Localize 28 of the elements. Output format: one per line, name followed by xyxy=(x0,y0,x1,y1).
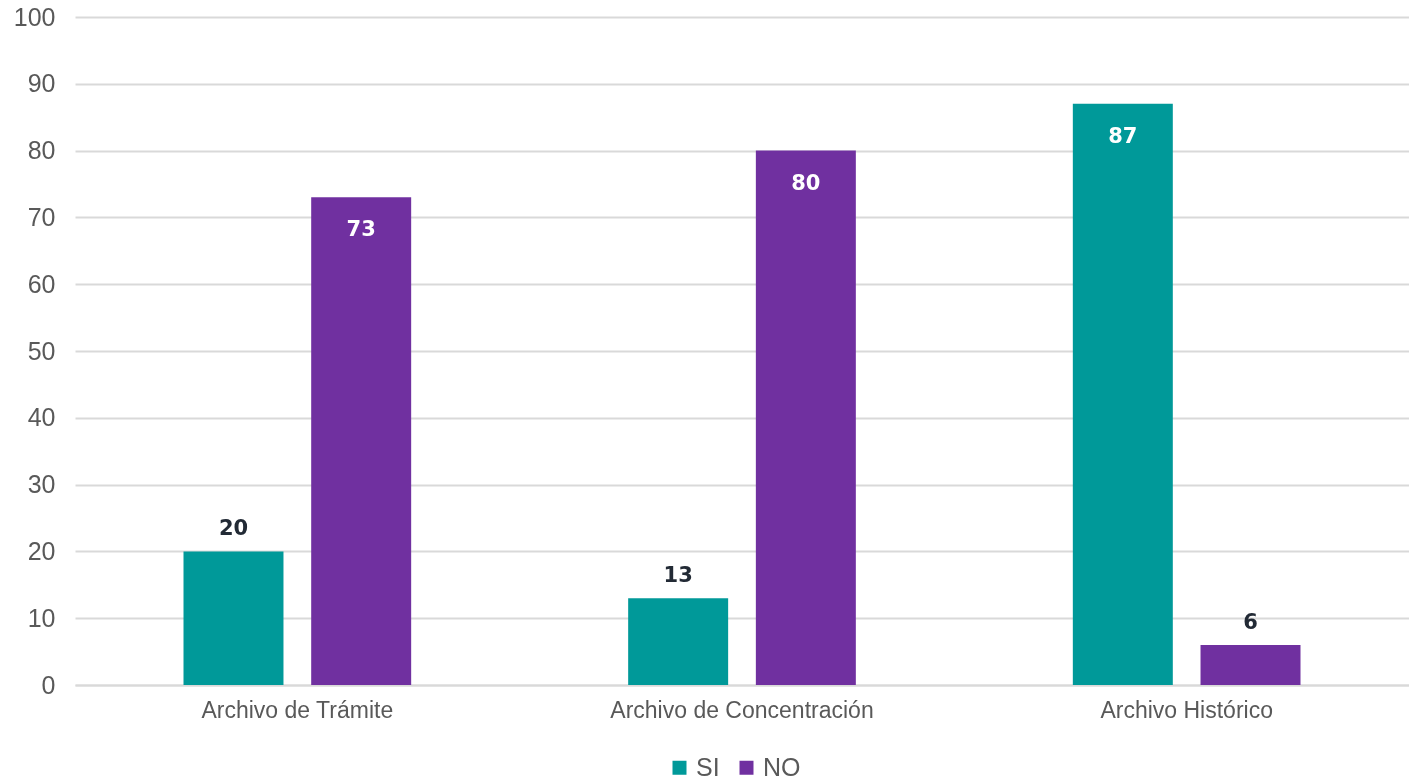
y-tick-label: 90 xyxy=(27,69,56,98)
y-tick-label: 30 xyxy=(27,470,56,499)
x-tick-label: Archivo Histórico xyxy=(1100,696,1273,723)
y-tick-label: 100 xyxy=(13,2,56,31)
data-label: 73 xyxy=(346,217,376,242)
data-label: 87 xyxy=(1108,123,1138,148)
data-label: 6 xyxy=(1243,609,1258,634)
x-tick-label: Archivo de Trámite xyxy=(201,696,394,723)
y-tick-label: 10 xyxy=(27,603,56,632)
x-tick-label: Archivo de Concentración xyxy=(610,696,874,723)
bar xyxy=(183,551,284,685)
data-label: 20 xyxy=(218,516,249,541)
bar xyxy=(628,598,729,685)
bar xyxy=(1200,644,1301,685)
y-tick-label: 60 xyxy=(27,269,56,298)
y-tick-label: 80 xyxy=(27,136,56,165)
y-tick-label: 0 xyxy=(41,670,56,699)
legend-label: SI xyxy=(696,752,720,778)
bar xyxy=(755,150,856,685)
bar xyxy=(1072,103,1173,685)
data-label: 80 xyxy=(791,170,821,195)
y-tick-label: 50 xyxy=(27,336,56,365)
bar xyxy=(311,197,412,685)
legend-label: NO xyxy=(763,752,801,778)
y-tick-label: 20 xyxy=(27,536,56,565)
y-tick-label: 40 xyxy=(27,403,56,432)
y-tick-label: 70 xyxy=(27,202,56,231)
data-label: 13 xyxy=(663,563,693,588)
